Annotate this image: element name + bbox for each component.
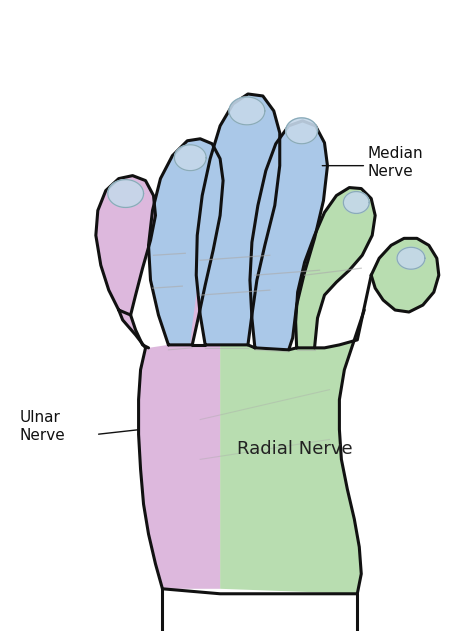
Polygon shape [286, 118, 318, 143]
Text: Radial Nerve: Radial Nerve [237, 441, 353, 458]
Polygon shape [196, 94, 280, 345]
Polygon shape [108, 179, 144, 207]
Polygon shape [96, 176, 155, 315]
Polygon shape [174, 145, 206, 171]
Polygon shape [148, 139, 222, 345]
Text: Ulnar
Nerve: Ulnar Nerve [19, 410, 65, 443]
Polygon shape [96, 139, 223, 589]
Polygon shape [371, 238, 439, 312]
Polygon shape [250, 121, 328, 350]
Polygon shape [296, 188, 375, 348]
Polygon shape [397, 247, 425, 269]
Polygon shape [343, 191, 369, 214]
Polygon shape [196, 94, 439, 594]
Polygon shape [229, 97, 265, 125]
Text: Median
Nerve: Median Nerve [367, 146, 423, 179]
